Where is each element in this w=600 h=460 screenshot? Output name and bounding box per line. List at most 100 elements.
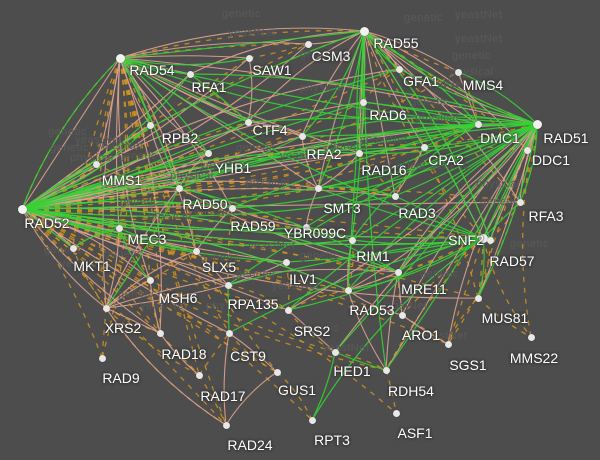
graph-node-slx5[interactable] bbox=[192, 247, 200, 255]
network-edge bbox=[119, 57, 151, 126]
network-edge bbox=[228, 237, 484, 334]
graph-node-rpt3[interactable] bbox=[308, 416, 316, 424]
background-watermark-text: yeastNet bbox=[248, 240, 296, 252]
node-label-rad59: RAD59 bbox=[230, 218, 276, 234]
node-label-rad52: RAD52 bbox=[24, 215, 70, 231]
graph-node-ilv1[interactable] bbox=[282, 258, 290, 266]
network-edge bbox=[119, 30, 365, 59]
graph-node-mus81[interactable] bbox=[474, 294, 482, 302]
network-edge bbox=[119, 29, 365, 59]
network-edge bbox=[119, 42, 309, 59]
graph-node-rad50[interactable] bbox=[175, 184, 183, 192]
node-label-rfa2: RFA2 bbox=[306, 146, 342, 162]
graph-node-smt3[interactable] bbox=[314, 184, 322, 192]
network-edge bbox=[397, 271, 403, 316]
network-edge bbox=[119, 57, 484, 239]
network-edge bbox=[317, 30, 365, 189]
node-label-mre11: MRE11 bbox=[401, 281, 447, 297]
network-edge bbox=[21, 208, 307, 231]
network-edge bbox=[231, 207, 307, 228]
graph-node-rfa2[interactable] bbox=[298, 132, 306, 140]
network-edge bbox=[287, 237, 484, 311]
graph-node-gus1[interactable] bbox=[273, 368, 281, 376]
graph-node-rim1[interactable] bbox=[348, 236, 356, 244]
graph-node-ctf4[interactable] bbox=[244, 118, 252, 126]
graph-node-hed1[interactable] bbox=[331, 348, 339, 356]
graph-node-srs2[interactable] bbox=[284, 306, 292, 314]
graph-node-rad16[interactable] bbox=[355, 149, 363, 157]
graph-node-rad53[interactable] bbox=[344, 286, 352, 294]
network-edge bbox=[119, 57, 249, 123]
network-edge bbox=[198, 374, 227, 426]
graph-node-rpb2[interactable] bbox=[146, 121, 154, 129]
graph-node-rad6[interactable] bbox=[359, 98, 367, 106]
graph-node-cpa2[interactable] bbox=[420, 143, 428, 151]
graph-node-rfa1[interactable] bbox=[186, 70, 194, 78]
network-edge bbox=[119, 57, 303, 137]
graph-node-msh6[interactable] bbox=[146, 276, 154, 284]
graph-node-cst9[interactable] bbox=[225, 329, 233, 337]
graph-node-rad3[interactable] bbox=[391, 192, 399, 200]
graph-node-rad54[interactable] bbox=[115, 53, 125, 63]
graph-node-rad57[interactable] bbox=[486, 236, 494, 244]
node-label-cst9: CST9 bbox=[230, 348, 266, 364]
graph-node-rad55[interactable] bbox=[359, 26, 369, 36]
node-label-snf2: SNF2 bbox=[448, 232, 484, 248]
background-watermark-text: genetic bbox=[300, 250, 339, 262]
background-watermark-text: yeastNet bbox=[418, 78, 466, 90]
node-label-hed1: HED1 bbox=[333, 363, 371, 379]
graph-node-rad52[interactable] bbox=[17, 204, 27, 214]
graph-node-ybr099c[interactable] bbox=[302, 223, 310, 231]
network-edge bbox=[119, 57, 209, 154]
background-watermark-text: genetic bbox=[420, 268, 459, 280]
graph-node-mms22[interactable] bbox=[527, 333, 535, 341]
graph-node-mms4[interactable] bbox=[454, 68, 462, 76]
network-edge bbox=[311, 351, 336, 421]
graph-node-saw1[interactable] bbox=[245, 54, 253, 62]
network-edge bbox=[317, 187, 484, 239]
graph-node-yhb1[interactable] bbox=[204, 149, 212, 157]
graph-node-dmc1[interactable] bbox=[474, 120, 482, 128]
graph-node-rpa135[interactable] bbox=[224, 281, 232, 289]
network-edge bbox=[105, 187, 180, 309]
background-watermark-text: genetic bbox=[480, 196, 519, 208]
graph-node-rad18[interactable] bbox=[156, 329, 164, 337]
network-edge bbox=[394, 195, 484, 239]
graph-node-rad59[interactable] bbox=[228, 204, 236, 212]
network-edge bbox=[363, 30, 538, 125]
graph-node-mkt1[interactable] bbox=[69, 244, 77, 252]
background-watermark-text: genetic bbox=[430, 160, 469, 172]
network-edge bbox=[21, 57, 121, 210]
graph-node-rad17[interactable] bbox=[195, 371, 203, 379]
graph-node-sgs1[interactable] bbox=[444, 340, 452, 348]
network-edge bbox=[21, 208, 397, 414]
background-watermark-text: physical bbox=[300, 82, 344, 94]
graph-node-rad24[interactable] bbox=[222, 421, 230, 429]
graph-node-mre11[interactable] bbox=[394, 268, 402, 276]
graph-node-gfa1[interactable] bbox=[395, 65, 403, 73]
graph-node-mec3[interactable] bbox=[115, 224, 123, 232]
network-edge bbox=[117, 57, 151, 281]
graph-node-snf2[interactable] bbox=[478, 233, 488, 243]
network-edge bbox=[358, 152, 396, 197]
network-edge bbox=[287, 309, 336, 353]
network-edge bbox=[21, 208, 349, 291]
graph-node-xrs2[interactable] bbox=[102, 304, 110, 312]
background-watermark-text: physical bbox=[148, 210, 192, 222]
network-edge bbox=[21, 208, 287, 263]
graph-node-rfa3[interactable] bbox=[516, 198, 524, 206]
graph-node-ddc1[interactable] bbox=[523, 146, 531, 154]
node-label-rad55: RAD55 bbox=[373, 35, 419, 51]
graph-node-aro1[interactable] bbox=[398, 311, 406, 319]
node-label-xrs2: XRS2 bbox=[104, 320, 142, 336]
graph-node-rdh54[interactable] bbox=[382, 366, 390, 374]
graph-node-rad51[interactable] bbox=[532, 119, 542, 129]
graph-node-csm3[interactable] bbox=[304, 40, 312, 48]
graph-node-mms1[interactable] bbox=[92, 160, 100, 168]
graph-node-rad9[interactable] bbox=[98, 354, 106, 362]
network-edge bbox=[21, 152, 360, 210]
graph-node-asf1[interactable] bbox=[392, 409, 400, 417]
network-edge bbox=[21, 207, 353, 241]
